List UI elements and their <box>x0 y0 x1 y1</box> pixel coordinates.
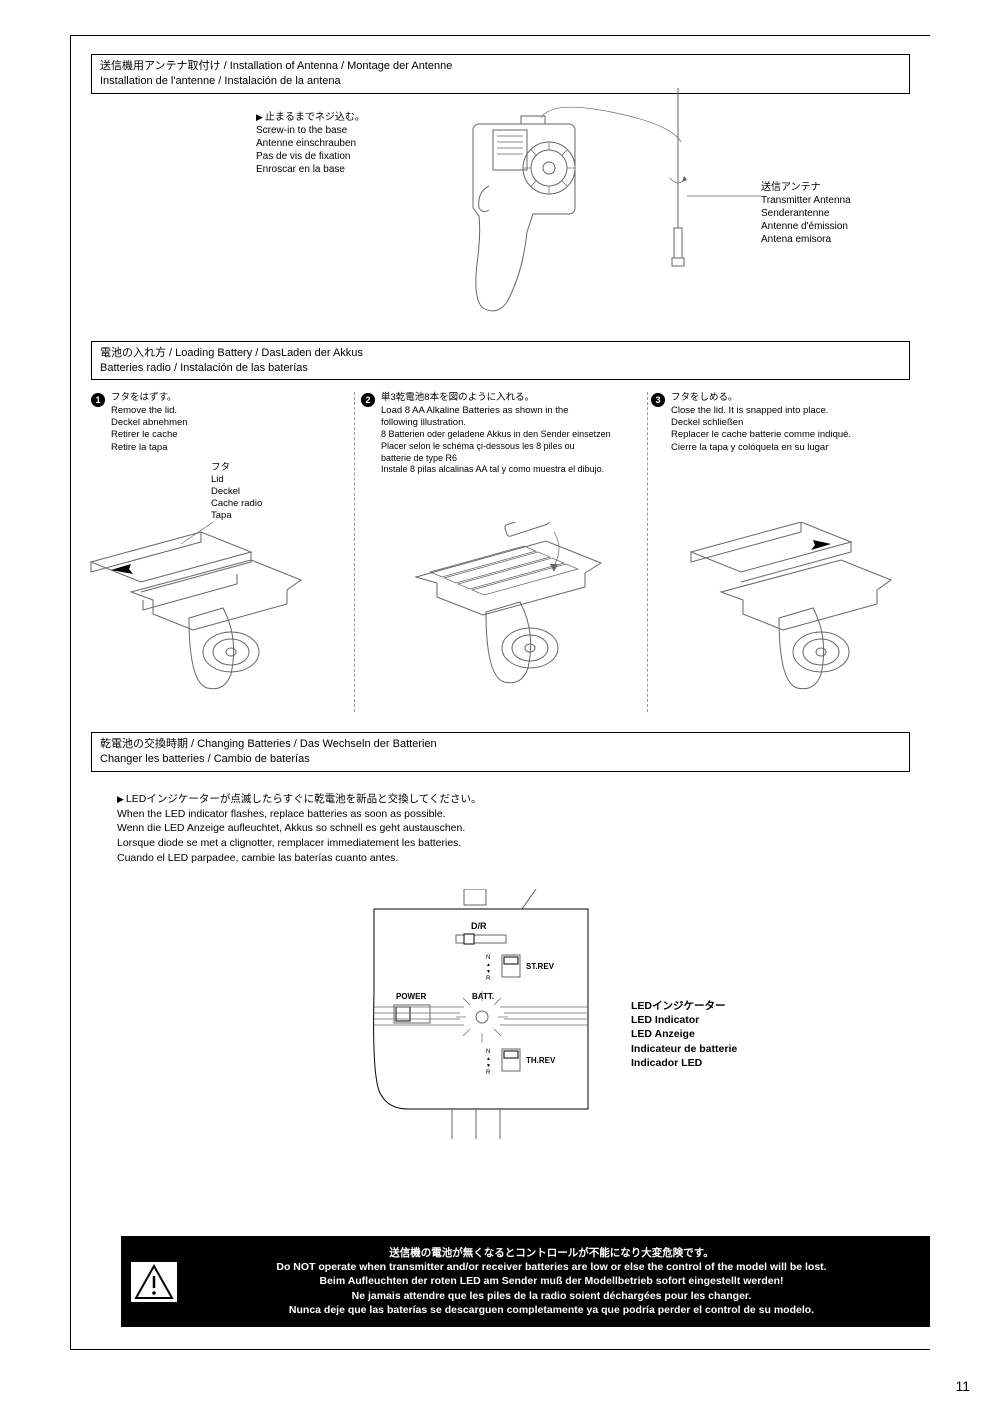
page-number: 11 <box>955 1378 970 1394</box>
led-label-fr: Indicateur de batterie <box>631 1042 737 1056</box>
screw-in-jp: 止まるまでネジ込む。 <box>256 111 365 124</box>
lid-label: フタ Lid Deckel Cache radio Tapa <box>211 462 262 521</box>
svg-text:N: N <box>486 955 490 961</box>
step1-column: 1 フタをはずす。 Remove the lid. Deckel abnehme… <box>91 392 361 460</box>
step2-drawing <box>386 522 616 702</box>
warning-de: Beim Aufleuchten der roten LED am Sender… <box>191 1274 912 1288</box>
screw-in-text: 止まるまでネジ込む。 Screw-in to the base Antenne … <box>256 111 365 176</box>
step2-num: 2 <box>361 393 375 407</box>
warning-icon <box>131 1262 177 1302</box>
warning-es: Nunca deje que las baterías se descargue… <box>191 1303 912 1317</box>
svg-text:R: R <box>486 1070 491 1076</box>
led-label-en: LED Indicator <box>631 1013 737 1027</box>
section2-body: 1 フタをはずす。 Remove the lid. Deckel abnehme… <box>91 392 910 732</box>
led-fr: Lorsque diode se met a clignotter, rempl… <box>117 836 900 851</box>
svg-text:▲: ▲ <box>486 962 491 968</box>
warning-jp: 送信機の電池が無くなるとコントロールが不能になり大変危険です。 <box>191 1246 912 1260</box>
svg-text:▼: ▼ <box>486 969 491 975</box>
step3-drawing <box>671 522 901 702</box>
antenna-drawing <box>669 88 687 268</box>
antenna-jp: 送信アンテナ <box>761 181 851 194</box>
antenna-en: Transmitter Antenna <box>761 194 851 207</box>
step3-column: 3 フタをしめる。 Close the lid. It is snapped i… <box>651 392 921 460</box>
led-label-es: Indicador LED <box>631 1056 737 1070</box>
section2-header-line1: 電池の入れ方 / Loading Battery / DasLaden der … <box>100 346 901 361</box>
section1-header-line1: 送信機用アンテナ取付け / Installation of Antenna / … <box>100 59 901 74</box>
svg-text:TH.REV: TH.REV <box>526 1056 556 1065</box>
warning-en: Do NOT operate when transmitter and/or r… <box>191 1260 912 1274</box>
step1-header: 1 フタをはずす。 Remove the lid. Deckel abnehme… <box>91 392 361 454</box>
antenna-fr: Antenne d'émission <box>761 220 851 233</box>
step1-drawing <box>81 522 311 702</box>
step1-num: 1 <box>91 393 105 407</box>
step2-header: 2 単3乾電池8本を図のように入れる。 Load 8 AA Alkaline B… <box>361 392 661 476</box>
led-de: Wenn die LED Anzeige aufleuchtet, Akkus … <box>117 821 900 836</box>
screw-in-en: Screw-in to the base <box>256 124 365 137</box>
step2-column: 2 単3乾電池8本を図のように入れる。 Load 8 AA Alkaline B… <box>361 392 661 482</box>
svg-text:R: R <box>486 976 491 982</box>
panel-drawing: D/R N ▲ ▼ R ST.REV POWER BATT. <box>356 889 606 1149</box>
section1-header-line2: Installation de l'antenne / Instalación … <box>100 74 901 89</box>
antenna-es: Antena emisora <box>761 233 851 246</box>
led-flash-text: LEDインジケーターが点滅したらすぐに乾電池を新品と交換してください。 When… <box>117 792 900 865</box>
svg-text:POWER: POWER <box>396 992 426 1001</box>
page-frame: 送信機用アンテナ取付け / Installation of Antenna / … <box>70 35 930 1350</box>
svg-text:ST.REV: ST.REV <box>526 962 555 971</box>
led-label-de: LED Anzeige <box>631 1027 737 1041</box>
screw-in-fr: Pas de vis de fixation <box>256 150 365 163</box>
step3-text: フタをしめる。 Close the lid. It is snapped int… <box>671 392 851 454</box>
led-indicator-label: LEDインジケーター LED Indicator LED Anzeige Ind… <box>631 999 737 1070</box>
wire-connector <box>441 106 741 166</box>
led-es: Cuando el LED parpadee, cambie las bater… <box>117 851 900 866</box>
svg-text:BATT.: BATT. <box>472 992 494 1001</box>
svg-text:▲: ▲ <box>486 1056 491 1062</box>
section2-header: 電池の入れ方 / Loading Battery / DasLaden der … <box>91 341 910 381</box>
antenna-leader <box>687 186 761 206</box>
section3-header: 乾電池の交換時期 / Changing Batteries / Das Wech… <box>91 732 910 772</box>
section1-body: 止まるまでネジ込む。 Screw-in to the base Antenne … <box>91 106 910 331</box>
step2-text: 単3乾電池8本を図のように入れる。 Load 8 AA Alkaline Bat… <box>381 392 611 476</box>
screw-in-de: Antenne einschrauben <box>256 137 365 150</box>
section2-header-line2: Batteries radio / Instalación de las bat… <box>100 361 901 376</box>
section1-header: 送信機用アンテナ取付け / Installation of Antenna / … <box>91 54 910 94</box>
warning-text: 送信機の電池が無くなるとコントロールが不能になり大変危険です。 Do NOT o… <box>191 1246 912 1317</box>
warning-box: 送信機の電池が無くなるとコントロールが不能になり大変危険です。 Do NOT o… <box>121 1236 930 1327</box>
warning-fr: Ne jamais attendre que les piles de la r… <box>191 1289 912 1303</box>
section3-header-line1: 乾電池の交換時期 / Changing Batteries / Das Wech… <box>100 737 901 752</box>
section3-body: LEDインジケーターが点滅したらすぐに乾電池を新品と交換してください。 When… <box>91 784 910 1154</box>
step3-header: 3 フタをしめる。 Close the lid. It is snapped i… <box>651 392 921 454</box>
led-label-jp: LEDインジケーター <box>631 999 737 1013</box>
step3-num: 3 <box>651 393 665 407</box>
led-jp: LEDインジケーターが点滅したらすぐに乾電池を新品と交換してください。 <box>117 792 900 807</box>
antenna-de: Senderantenne <box>761 207 851 220</box>
panel-dr: D/R <box>471 921 487 931</box>
antenna-label: 送信アンテナ Transmitter Antenna Senderantenne… <box>761 181 851 246</box>
screw-in-es: Enroscar en la base <box>256 163 365 176</box>
step1-text: フタをはずす。 Remove the lid. Deckel abnehmen … <box>111 392 188 454</box>
section3-header-line2: Changer les batteries / Cambio de baterí… <box>100 752 901 767</box>
led-en: When the LED indicator flashes, replace … <box>117 807 900 822</box>
svg-text:▼: ▼ <box>486 1063 491 1069</box>
svg-text:N: N <box>486 1049 490 1055</box>
